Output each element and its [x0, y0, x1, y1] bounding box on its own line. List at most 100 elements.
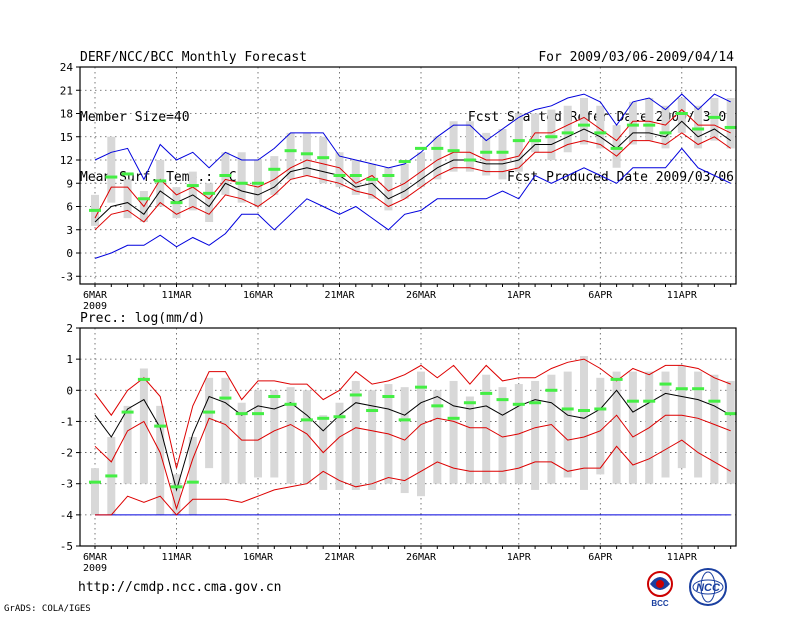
y-tick-label: -5: [60, 540, 73, 553]
spread-box: [254, 390, 262, 478]
y-tick-label: 18: [60, 108, 73, 121]
x-tick-label: 11MAR: [161, 552, 192, 563]
spread-box: [417, 152, 425, 188]
median-mark: [186, 184, 199, 188]
series-min-line: [94, 93, 731, 181]
spread-box: [384, 167, 393, 211]
x-year-label: 2009: [83, 301, 107, 312]
header-right: For 2009/03/06-2009/04/14 Fcst Started R…: [468, 8, 734, 208]
spread-box: [628, 371, 637, 484]
y-tick-label: 15: [60, 131, 73, 144]
median-mark: [643, 399, 656, 403]
spread-box: [612, 125, 621, 168]
median-mark: [398, 418, 411, 422]
median-mark: [333, 415, 346, 419]
grads-credit: GrADS: COLA/IGES: [4, 604, 91, 614]
series-mean-line: [94, 120, 731, 223]
spread-box: [694, 105, 703, 149]
plot-frame: [79, 66, 737, 285]
spread-box: [188, 171, 197, 211]
spread-box: [498, 129, 507, 180]
spread-box: [123, 405, 132, 484]
median-mark: [675, 387, 688, 391]
median-mark: [561, 131, 574, 135]
y-tick-label: 9: [66, 177, 73, 190]
x-tick-label: 21MAR: [324, 552, 355, 563]
median-mark: [349, 393, 362, 397]
median-mark: [121, 172, 134, 176]
spread-box: [237, 402, 246, 484]
spread-box: [221, 152, 230, 195]
spread-box: [205, 377, 214, 469]
spread-box: [580, 98, 588, 145]
x-tick-label: 16MAR: [243, 552, 274, 563]
median-mark: [203, 191, 216, 195]
median-mark: [480, 391, 493, 395]
median-mark: [415, 146, 427, 150]
median-mark: [561, 407, 574, 411]
median-mark: [252, 181, 264, 185]
median-mark: [137, 197, 150, 201]
median-mark: [333, 174, 346, 177]
spread-box: [368, 163, 377, 199]
median-mark: [186, 480, 199, 484]
median-mark: [382, 174, 395, 177]
x-tick-label: 1APR: [507, 552, 532, 563]
median-mark: [692, 127, 705, 131]
spread-box: [612, 371, 621, 484]
spread-box: [677, 98, 686, 133]
median-mark: [610, 377, 623, 381]
y-tick-label: 24: [60, 61, 74, 74]
median-mark: [300, 418, 313, 422]
median-mark: [659, 382, 672, 386]
series-lower-line: [94, 132, 731, 231]
source-url[interactable]: http://cmdp.ncc.cma.gov.cn: [78, 580, 282, 595]
median-mark: [382, 395, 395, 399]
spread-box: [547, 109, 556, 160]
spread-box: [710, 98, 719, 141]
x-tick-label: 1APR: [507, 290, 532, 301]
x-tick-label: 6MAR: [83, 552, 108, 563]
spread-box: [449, 380, 458, 484]
median-mark: [105, 175, 118, 179]
spread-box: [319, 136, 328, 184]
x-tick-label: 6MAR: [83, 290, 108, 301]
median-mark: [708, 399, 721, 403]
median-mark: [643, 123, 656, 127]
chart-title: DERF/NCC/BCC Monthly Forecast: [80, 50, 307, 65]
y-tick-label: 2: [66, 322, 73, 335]
median-mark: [512, 402, 525, 406]
spread-box: [482, 374, 491, 484]
series-max-line: [94, 147, 731, 259]
spread-box: [237, 152, 246, 203]
median-mark: [463, 158, 476, 162]
series-mean-line: [94, 389, 731, 492]
spread-box: [286, 132, 295, 180]
spread-box: [694, 371, 703, 478]
spread-box: [335, 152, 344, 188]
median-mark: [284, 149, 297, 153]
median-mark: [594, 131, 607, 135]
spread-box: [726, 380, 735, 484]
median-mark: [317, 156, 330, 160]
median-mark: [512, 139, 525, 143]
y-tick-label: 0: [66, 247, 73, 260]
spread-box: [465, 121, 474, 172]
spread-box: [628, 101, 637, 145]
median-mark: [284, 402, 297, 406]
agency-logos: BCC NCC: [647, 568, 727, 608]
x-tick-label: 6APR: [588, 290, 613, 301]
spread-box: [172, 474, 181, 515]
forecast-period: For 2009/03/06-2009/04/14: [538, 50, 734, 65]
median-mark: [578, 123, 590, 127]
median-mark: [626, 123, 639, 127]
median-mark: [480, 150, 493, 154]
spread-box: [188, 437, 197, 515]
ncc-logo-icon: NCC: [689, 568, 727, 606]
spread-box: [596, 105, 605, 149]
spread-box: [351, 160, 360, 195]
y-tick-label: -3: [60, 270, 73, 283]
median-mark: [463, 401, 476, 405]
spread-box: [123, 179, 132, 219]
median-mark: [398, 160, 411, 164]
